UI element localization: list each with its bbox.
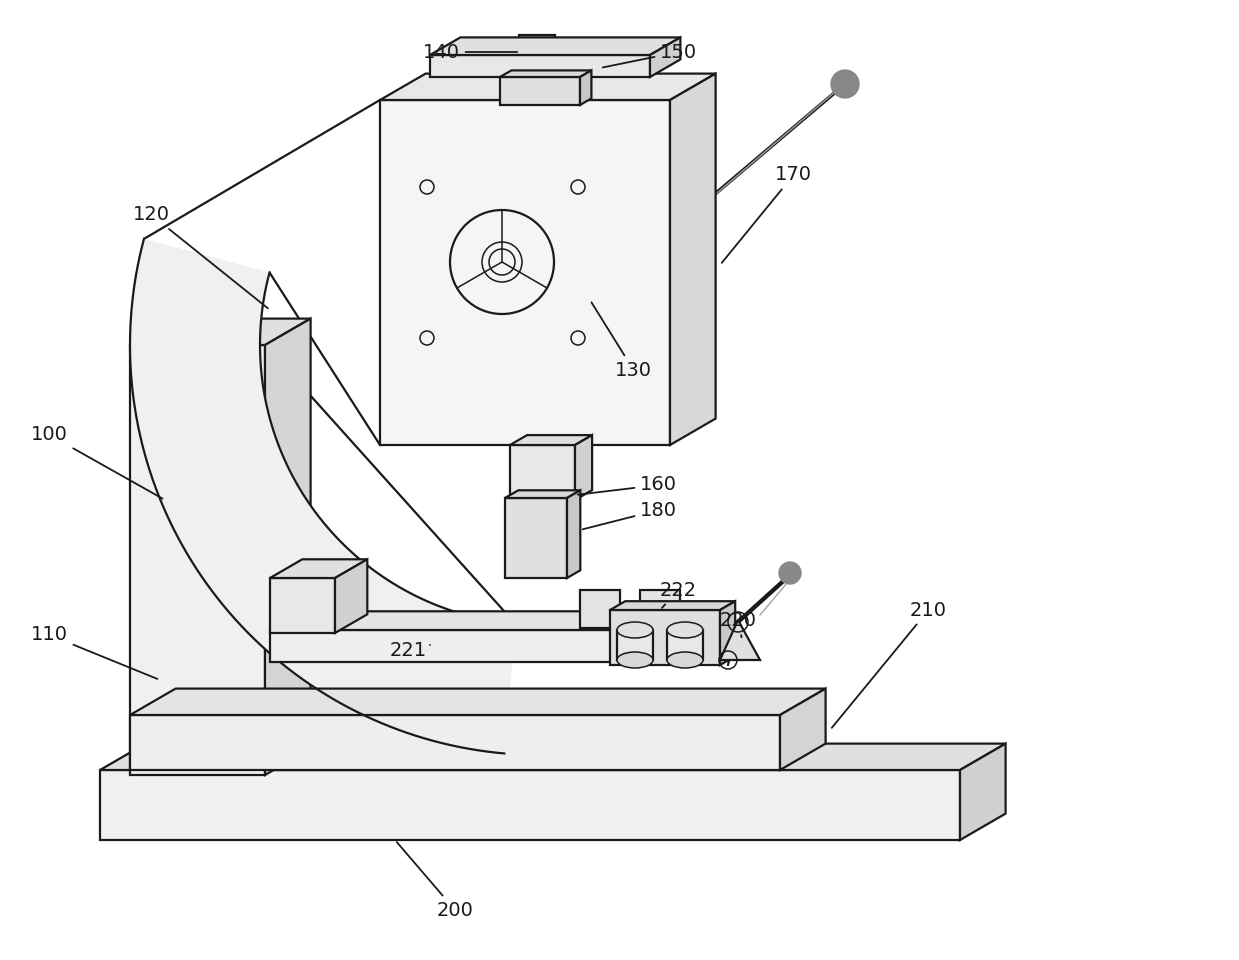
Polygon shape [960,744,1006,840]
Text: 130: 130 [591,302,652,379]
Polygon shape [130,239,515,754]
Text: 200: 200 [396,842,473,920]
Text: 150: 150 [602,42,698,67]
Polygon shape [380,100,670,445]
Polygon shape [380,74,716,100]
Text: 222: 222 [660,581,698,608]
Polygon shape [130,319,311,345]
Polygon shape [567,491,580,578]
Ellipse shape [667,652,703,668]
Polygon shape [617,630,653,660]
Polygon shape [501,77,580,105]
Text: 120: 120 [133,205,268,308]
Polygon shape [430,37,680,55]
Polygon shape [650,37,680,77]
Polygon shape [130,715,781,770]
Text: 221: 221 [390,640,430,660]
Polygon shape [575,435,592,500]
Polygon shape [580,70,591,105]
Polygon shape [610,601,735,610]
Text: 170: 170 [722,165,812,263]
Polygon shape [100,744,1006,770]
Text: 220: 220 [720,611,757,637]
Text: 100: 100 [31,425,162,498]
Polygon shape [501,70,591,77]
Polygon shape [270,578,335,633]
Circle shape [831,70,859,98]
Polygon shape [660,612,693,662]
Polygon shape [130,345,265,775]
Polygon shape [720,601,735,665]
Ellipse shape [667,622,703,638]
Ellipse shape [617,622,653,638]
Polygon shape [265,319,311,775]
Polygon shape [430,55,650,77]
Polygon shape [506,498,567,578]
Text: 140: 140 [422,42,517,61]
Polygon shape [335,560,367,633]
Polygon shape [100,770,960,840]
Circle shape [779,562,800,584]
Polygon shape [415,175,590,350]
Polygon shape [670,74,716,445]
Polygon shape [720,620,760,660]
Polygon shape [270,560,367,578]
Text: 210: 210 [831,601,947,728]
Polygon shape [519,35,555,57]
Polygon shape [667,630,703,660]
Polygon shape [580,590,620,628]
Ellipse shape [617,652,653,668]
Text: 180: 180 [582,500,676,529]
Polygon shape [510,445,575,500]
Polygon shape [781,688,825,770]
Polygon shape [270,612,693,630]
Polygon shape [130,688,825,715]
Polygon shape [270,630,660,662]
Polygon shape [510,435,592,445]
Polygon shape [506,491,580,498]
Polygon shape [641,590,680,628]
Text: 110: 110 [31,626,157,679]
Text: 160: 160 [577,475,676,494]
Polygon shape [610,610,720,665]
